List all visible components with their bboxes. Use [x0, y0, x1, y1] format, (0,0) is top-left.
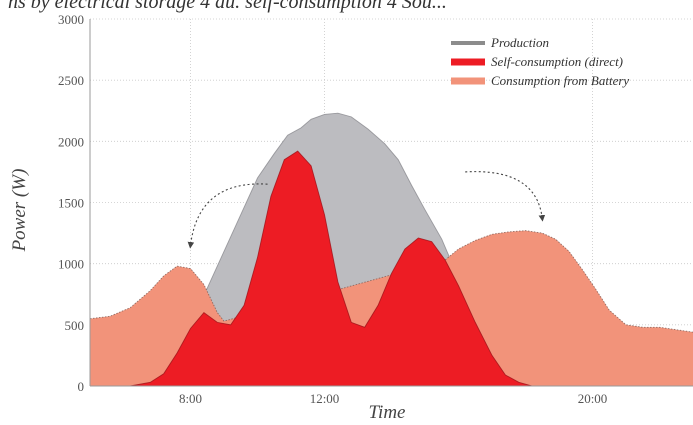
y-tick-label: 1000: [58, 257, 84, 272]
axes: 0 500 1000 1500 2000 2500 3000 8:00 12:00 20:00: [58, 12, 693, 406]
y-axis-title: Power (W): [9, 169, 30, 253]
legend-label-self-consumption: Self-consumption (direct): [491, 54, 623, 69]
battery-consumption-area-edge: [89, 230, 693, 333]
x-tick-label: 20:00: [578, 391, 608, 406]
legend-label-battery: Consumption from Battery: [491, 73, 629, 88]
annotation-arrow: [465, 171, 546, 222]
annotation-arrows: [187, 171, 546, 249]
x-tick-label: 12:00: [310, 391, 340, 406]
annotation-arrow: [187, 183, 268, 249]
chart-areas: [89, 112, 693, 387]
legend-label-production: Production: [490, 35, 549, 50]
legend: Production Self-consumption (direct) Con…: [451, 35, 629, 88]
self-consumption-area: [90, 151, 693, 386]
y-tick-label: 2500: [58, 73, 84, 88]
y-tick-label: 0: [78, 379, 85, 394]
top-cropped-text: ns by electrical storage 4 au. self-cons…: [8, 0, 447, 13]
y-tick-label: 3000: [58, 12, 84, 27]
y-tick-label: 2000: [58, 134, 84, 149]
self-consumption-area-edge: [90, 150, 693, 387]
x-tick-label: 8:00: [179, 391, 202, 406]
y-tick-label: 500: [65, 318, 85, 333]
x-axis-title: Time: [369, 402, 406, 423]
y-tick-label: 1500: [58, 196, 84, 211]
